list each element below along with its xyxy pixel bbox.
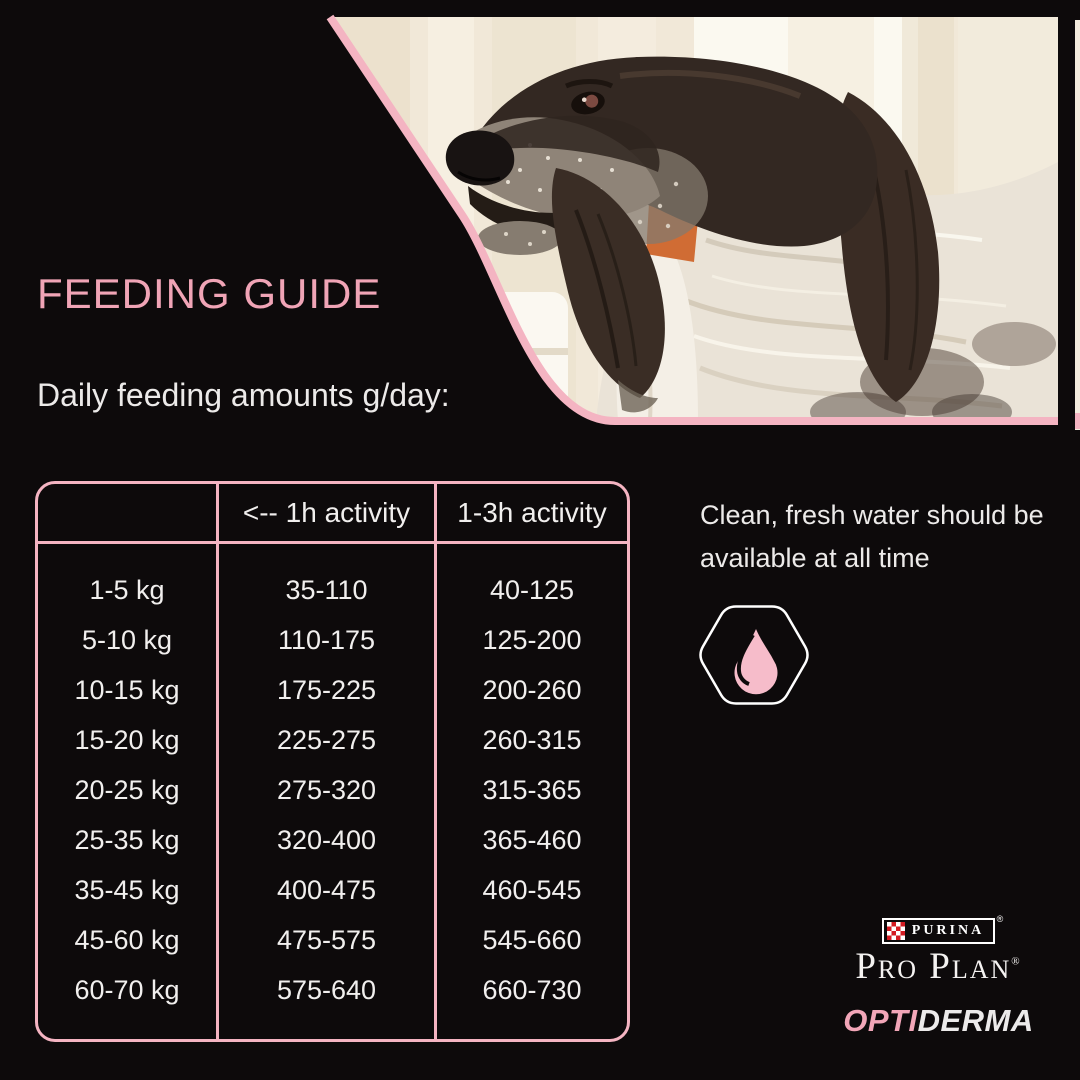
table-cell-high: 545-660 (482, 924, 582, 955)
pro-plan-wordmark: Pro Plan (855, 946, 1012, 987)
registered-mark: ® (996, 914, 1004, 924)
table-cell-high: 200-260 (482, 674, 582, 705)
table-cell-high: 40-125 (489, 574, 575, 605)
table-cell-weight: 20-25 kg (74, 774, 180, 805)
registered-mark: ® (1011, 955, 1022, 968)
neighbor-card-sliver (1075, 20, 1080, 430)
table-header-row: <-- 1h activity 1-3h activity (38, 484, 627, 544)
weight-column-header (38, 484, 219, 541)
table-cell-weight: 35-45 kg (74, 874, 180, 905)
table-cell-low: 225-275 (276, 724, 377, 755)
table-cell-weight: 60-70 kg (74, 974, 180, 1005)
high-activity-column: 40-125 125-200 200-260 260-315 315-365 365-46… (437, 544, 627, 1039)
optiderma-logo: OPTIDERMA (836, 1003, 1041, 1039)
high-activity-column-header: 1-3h activity (457, 496, 607, 528)
table-cell-low: 475-575 (276, 924, 377, 955)
table-cell-high: 125-200 (482, 624, 582, 655)
table-cell-low: 275-320 (276, 774, 377, 805)
table-cell-high: 660-730 (482, 974, 582, 1005)
derma-wordmark: DERMA (917, 1002, 1034, 1038)
hexagon-outline (699, 605, 809, 705)
pro-plan-logo: Pro Plan® (836, 946, 1041, 987)
table-cell-high: 260-315 (482, 724, 582, 755)
purina-checkerboard-icon (886, 922, 905, 940)
photo-frame-border (326, 14, 1058, 425)
table-cell-weight: 15-20 kg (74, 724, 180, 755)
table-cell-weight: 10-15 kg (74, 674, 180, 705)
table-cell-low: 35-110 (285, 574, 368, 605)
brand-logos: PURINA ® Pro Plan® OPTIDERMA (836, 914, 1041, 1039)
table-cell-low: 575-640 (276, 974, 377, 1005)
table-cell-low: 320-400 (276, 824, 377, 855)
water-drop-icon (699, 605, 809, 705)
table-cell-weight: 1-5 kg (89, 574, 165, 605)
water-note: Clean, fresh water should be available a… (700, 500, 1044, 573)
table-cell-weight: 45-60 kg (74, 924, 180, 955)
table-cell-low: 400-475 (276, 874, 377, 905)
weight-column: 1-5 kg 5-10 kg 10-15 kg 15-20 kg 20-25 kg 25-… (38, 544, 219, 1039)
purina-logo: PURINA ® (881, 914, 1003, 944)
low-activity-column-header: <-- 1h activity (219, 484, 437, 541)
table-cell-high: 315-365 (482, 774, 582, 805)
table-cell-weight: 5-10 kg (81, 624, 173, 655)
table-cell-high: 460-545 (482, 874, 582, 905)
dog-photo (326, 14, 1080, 430)
page-subtitle: Daily feeding amounts g/day: (37, 377, 450, 413)
opti-wordmark: OPTI (843, 1002, 918, 1038)
table-cell-low: 175-225 (276, 674, 377, 705)
table-body: 1-5 kg 5-10 kg 10-15 kg 15-20 kg 20-25 kg 25-… (38, 544, 627, 1039)
table-cell-low: 110-175 (277, 624, 376, 655)
purina-wordmark: PURINA (911, 923, 985, 938)
page-title: FEEDING GUIDE (37, 270, 382, 317)
low-activity-column: 35-110 110-175 175-225 225-275 275-320 320-40… (219, 544, 437, 1039)
table-cell-weight: 25-35 kg (74, 824, 180, 855)
table-cell-high: 365-460 (482, 824, 582, 855)
feeding-table: <-- 1h activity 1-3h activity 1-5 kg 5-10… (35, 481, 630, 1042)
